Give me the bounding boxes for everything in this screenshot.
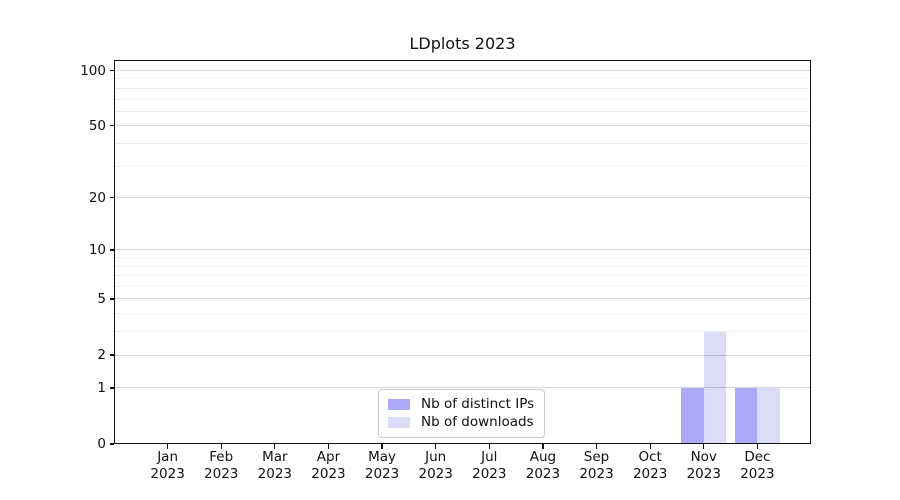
legend-item-distinct-ips: Nb of distinct IPs [388,397,535,412]
x-tick-aug [542,444,544,449]
x-tick-label-jul: Jul 2023 [472,449,507,482]
gridline-y-2 [114,354,811,356]
gridline-minor-y-9 [114,257,811,259]
x-tick-oct [649,444,651,449]
bar-nov-downloads [703,331,727,444]
y-tick-label-5: 5 [97,290,106,307]
y-tick-10 [109,249,114,251]
right-spine [809,60,811,444]
gridline-y-100 [114,70,811,71]
gridline-minor-y-6 [114,286,811,288]
gridline-y-1 [114,387,811,389]
y-tick-1 [109,387,114,389]
bars-layer [114,60,811,444]
gridline-minor-y-40 [114,142,811,144]
x-tick-label-apr: Apr 2023 [311,449,346,482]
gridline-minor-y-8 [114,265,811,267]
y-tick-label-2: 2 [97,347,106,364]
x-tick-jun [435,444,437,449]
legend-label-downloads: Nb of downloads [421,414,534,430]
gridline-y-50 [114,125,811,127]
x-tick-mar [274,444,276,449]
gridline-y-5 [114,298,811,300]
x-tick-dec [756,444,759,449]
legend-swatch-distinct-ips [388,399,410,410]
x-tick-label-aug: Aug 2023 [525,449,561,482]
y-tick-100 [109,69,114,72]
x-tick-label-sep: Sep 2023 [579,449,614,482]
gridline-minor-y-70 [114,98,811,100]
y-tick-label-10: 10 [88,241,106,258]
chart-title: LDplots 2023 [409,34,516,53]
x-tick-label-may: May 2023 [364,449,400,482]
gridline-minor-y-60 [114,110,811,112]
plot-area [114,60,811,444]
x-tick-label-nov: Nov 2023 [686,449,721,482]
gridline-minor-y-80 [114,87,811,89]
y-tick-label-1: 1 [97,379,106,396]
bottom-spine [114,442,811,444]
x-tick-label-dec: Dec 2023 [740,449,775,482]
y-tick-label-0: 0 [97,436,106,452]
x-tick-label-feb: Feb 2023 [204,449,239,482]
bar-dec-distinct-ips [735,387,758,444]
x-tick-apr [327,444,330,449]
x-tick-may [381,444,383,449]
y-tick-label-20: 20 [88,189,106,206]
legend-item-downloads: Nb of downloads [388,415,535,430]
x-tick-label-jun: Jun 2023 [418,449,453,482]
x-tick-label-mar: Mar 2023 [257,449,293,482]
gridline-minor-y-7 [114,275,811,277]
top-spine [114,60,811,62]
y-tick-20 [109,196,114,199]
y-tick-label-100: 100 [80,62,106,79]
gridline-minor-y-30 [114,165,811,167]
y-tick-5 [109,298,114,300]
y-tick-0 [109,443,114,445]
y-tick-50 [109,125,114,127]
x-tick-feb [220,444,222,449]
gridline-y-20 [114,197,811,199]
legend: Nb of distinct IPs Nb of downloads [378,389,545,438]
x-tick-sep [595,444,598,449]
bar-nov-distinct-ips [681,387,704,444]
x-tick-jan [166,444,169,449]
bar-dec-downloads [757,387,780,444]
gridline-y-10 [114,249,811,251]
x-tick-label-oct: Oct 2023 [632,449,668,482]
left-spine [114,60,116,444]
y-tick-label-50: 50 [88,117,106,134]
x-tick-jul [488,444,490,449]
y-tick-2 [109,354,114,356]
gridline-minor-y-3 [114,331,811,333]
gridline-minor-y-90 [114,78,811,80]
x-tick-nov [703,444,705,449]
legend-swatch-downloads [388,417,410,428]
x-tick-label-jan: Jan 2023 [150,449,185,482]
gridline-minor-y-4 [114,313,811,315]
legend-label-distinct-ips: Nb of distinct IPs [421,396,535,412]
gridlines-layer [114,60,811,444]
